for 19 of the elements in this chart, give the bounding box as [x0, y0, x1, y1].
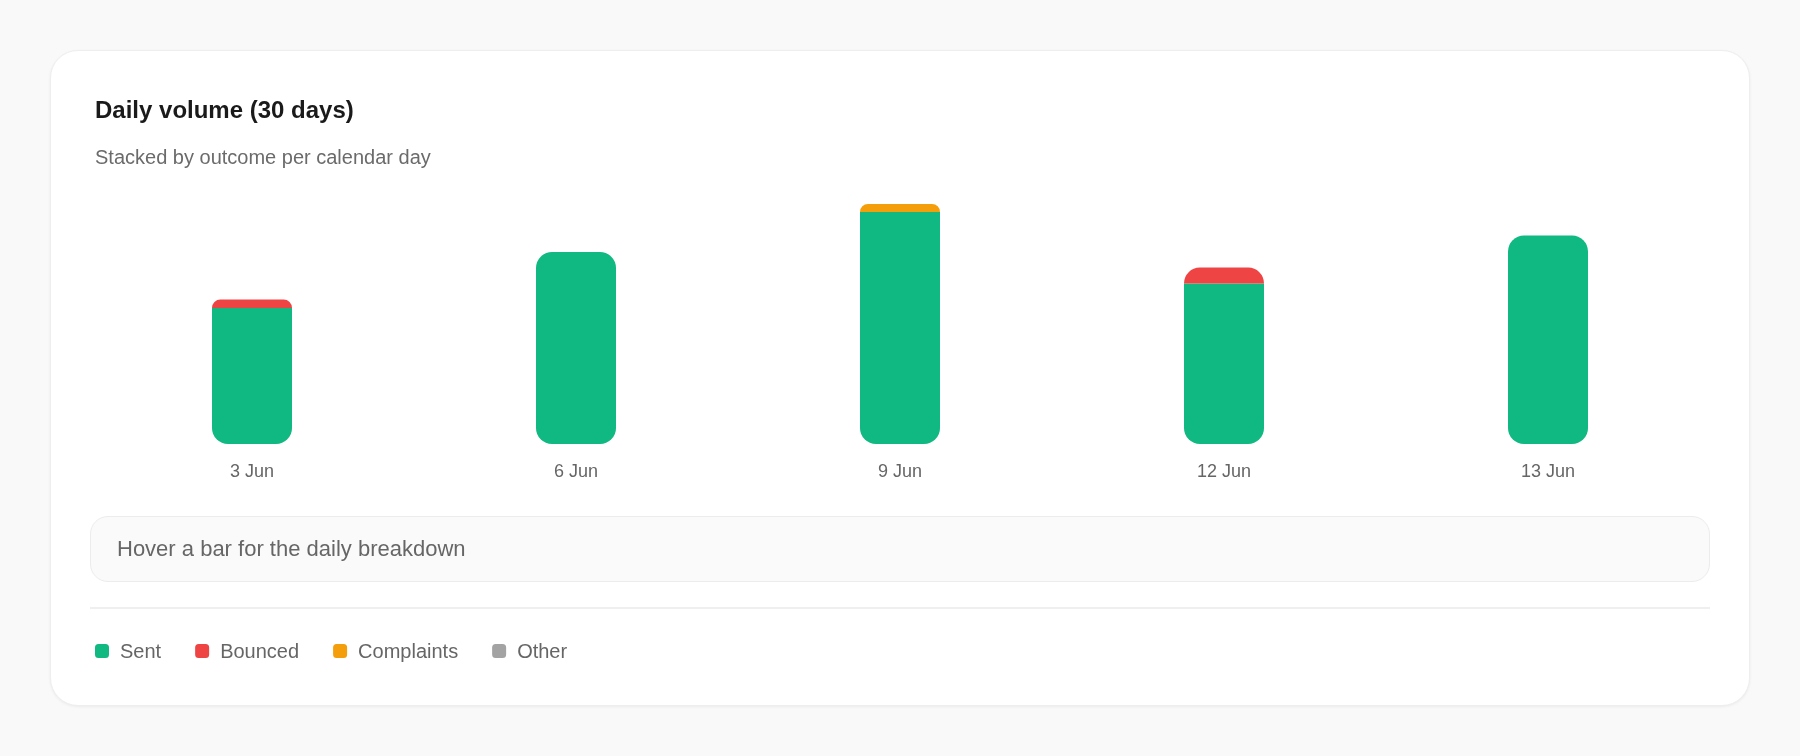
bar [1508, 235, 1588, 444]
bar [212, 307, 292, 444]
bar [1184, 283, 1264, 444]
legend-label: Complaints [358, 640, 459, 662]
bar [536, 252, 616, 444]
legend-label: Bounced [220, 640, 300, 662]
chart-title: Daily volume (30 days) [95, 95, 354, 123]
text: Hover a bar for the daily breakdown [90, 516, 1710, 582]
x-tick-label: 6 Jun [553, 461, 599, 481]
x-tick-label: 12 Jun [1196, 461, 1252, 481]
x-tick-label: 13 Jun [1520, 461, 1576, 481]
x-tick-label: 9 Jun [877, 461, 923, 481]
bar [860, 204, 940, 212]
bar [212, 299, 292, 308]
legend-label: Sent [120, 640, 162, 662]
chart-subtitle: Stacked by outcome per calendar day [95, 146, 431, 168]
legend-label: Other [517, 640, 568, 662]
bar [860, 211, 940, 444]
x-tick-label: 3 Jun [229, 461, 275, 481]
